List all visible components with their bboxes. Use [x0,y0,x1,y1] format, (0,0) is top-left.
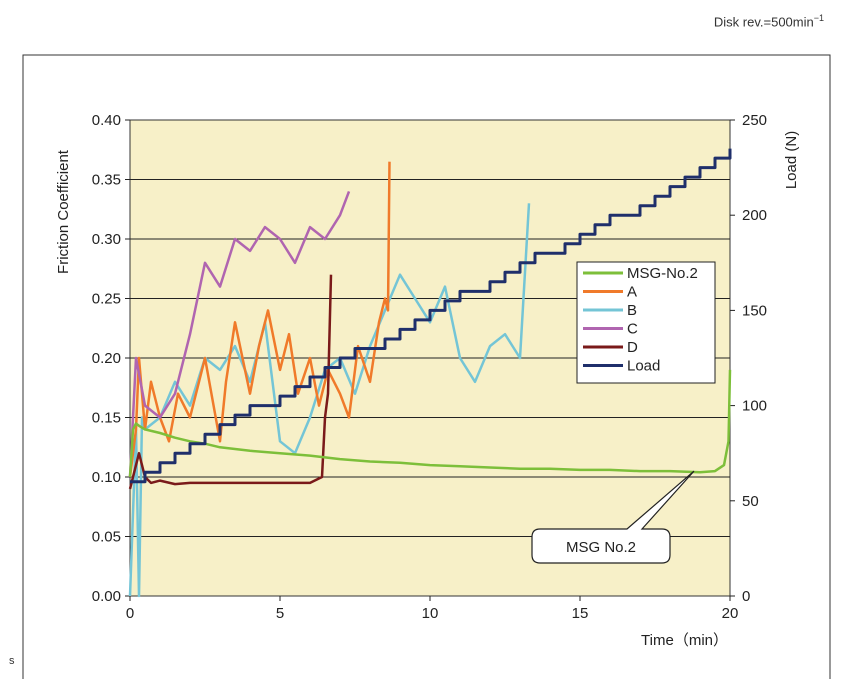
series-line-d [128,274,333,490]
stray-mark: s [9,655,15,667]
y-axis-label: Friction Coefficient [55,149,72,274]
y2-tick-label: 0 [742,588,750,605]
series-line-a [128,161,391,478]
legend-label: Load [627,358,660,375]
y-tick-label: 0.30 [92,231,121,248]
y-tick-label: 0.20 [92,350,121,367]
legend-label: C [627,321,638,338]
y2-tick-label: 50 [742,493,759,510]
y2-tick-label: 250 [742,112,767,129]
y-axis-ticks: 0.00 0.05 0.10 0.15 0.20 0.25 0.30 0.35 0.40 [92,112,130,605]
y2-tick-label: 150 [742,302,767,319]
x-tick-label: 0 [126,605,134,622]
x-tick-label: 15 [572,605,589,622]
y-tick-label: 0.35 [92,172,121,189]
series-lines [128,148,732,598]
msg-callout: MSG No.2 [531,470,695,564]
x-tick-label: 20 [722,605,739,622]
legend-label: D [627,339,638,356]
disk-rev-note: Disk rev.=500min−1 [714,13,824,29]
y2-axis-label: Load (N) [783,131,800,189]
y-tick-label: 0.15 [92,410,121,427]
x-tick-label: 5 [276,605,284,622]
callout-bubble [531,470,695,564]
y-tick-label: 0.00 [92,588,121,605]
y-tick-label: 0.25 [92,291,121,308]
series-line-load [130,148,732,484]
y2-tick-label: 200 [742,207,767,224]
y-tick-label: 0.10 [92,469,121,486]
y-tick-label: 0.40 [92,112,121,129]
legend-label: A [627,284,637,301]
x-tick-label: 10 [422,605,439,622]
disk-rev-exponent: −1 [813,13,824,23]
legend-box [576,261,716,384]
x-axis-ticks: 0 5 10 15 20 [126,596,739,622]
series-line-msg-no-2 [128,369,732,478]
y-tick-label: 0.05 [92,529,121,546]
disk-rev-text: Disk rev.=500min [713,14,814,30]
y2-axis-ticks: 0 50 100 150 200 250 [730,112,767,605]
legend-label: MSG-No.2 [627,265,698,282]
y2-tick-label: 100 [742,398,767,415]
callout-label: MSG No.2 [566,539,636,556]
legend-label: B [627,302,637,319]
series-line-c [128,190,351,478]
x-axis-label: Time（min） [641,632,728,649]
